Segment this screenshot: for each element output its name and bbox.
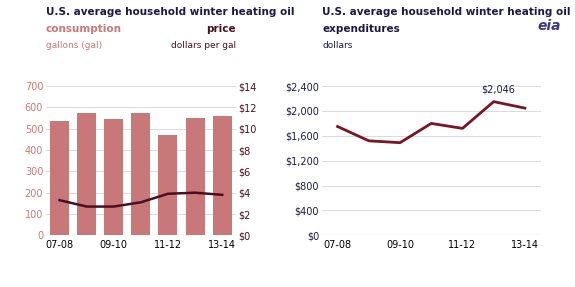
Text: price: price	[206, 24, 236, 34]
Bar	[159, 135, 178, 235]
Text: dollars: dollars	[322, 41, 352, 50]
Text: $2,046: $2,046	[482, 84, 516, 94]
Text: gallons (gal): gallons (gal)	[46, 41, 102, 50]
Bar	[213, 116, 232, 235]
Bar	[104, 119, 123, 235]
Text: dollars per gal: dollars per gal	[171, 41, 236, 50]
Bar	[186, 118, 205, 235]
Text: consumption: consumption	[46, 24, 122, 34]
Bar	[50, 121, 69, 235]
Text: expenditures: expenditures	[322, 24, 400, 34]
Bar	[132, 113, 151, 235]
Text: U.S. average household winter heating oil: U.S. average household winter heating oi…	[322, 7, 570, 17]
Bar	[77, 113, 96, 235]
Text: U.S. average household winter heating oil: U.S. average household winter heating oi…	[46, 7, 294, 17]
Text: eia: eia	[537, 19, 561, 33]
